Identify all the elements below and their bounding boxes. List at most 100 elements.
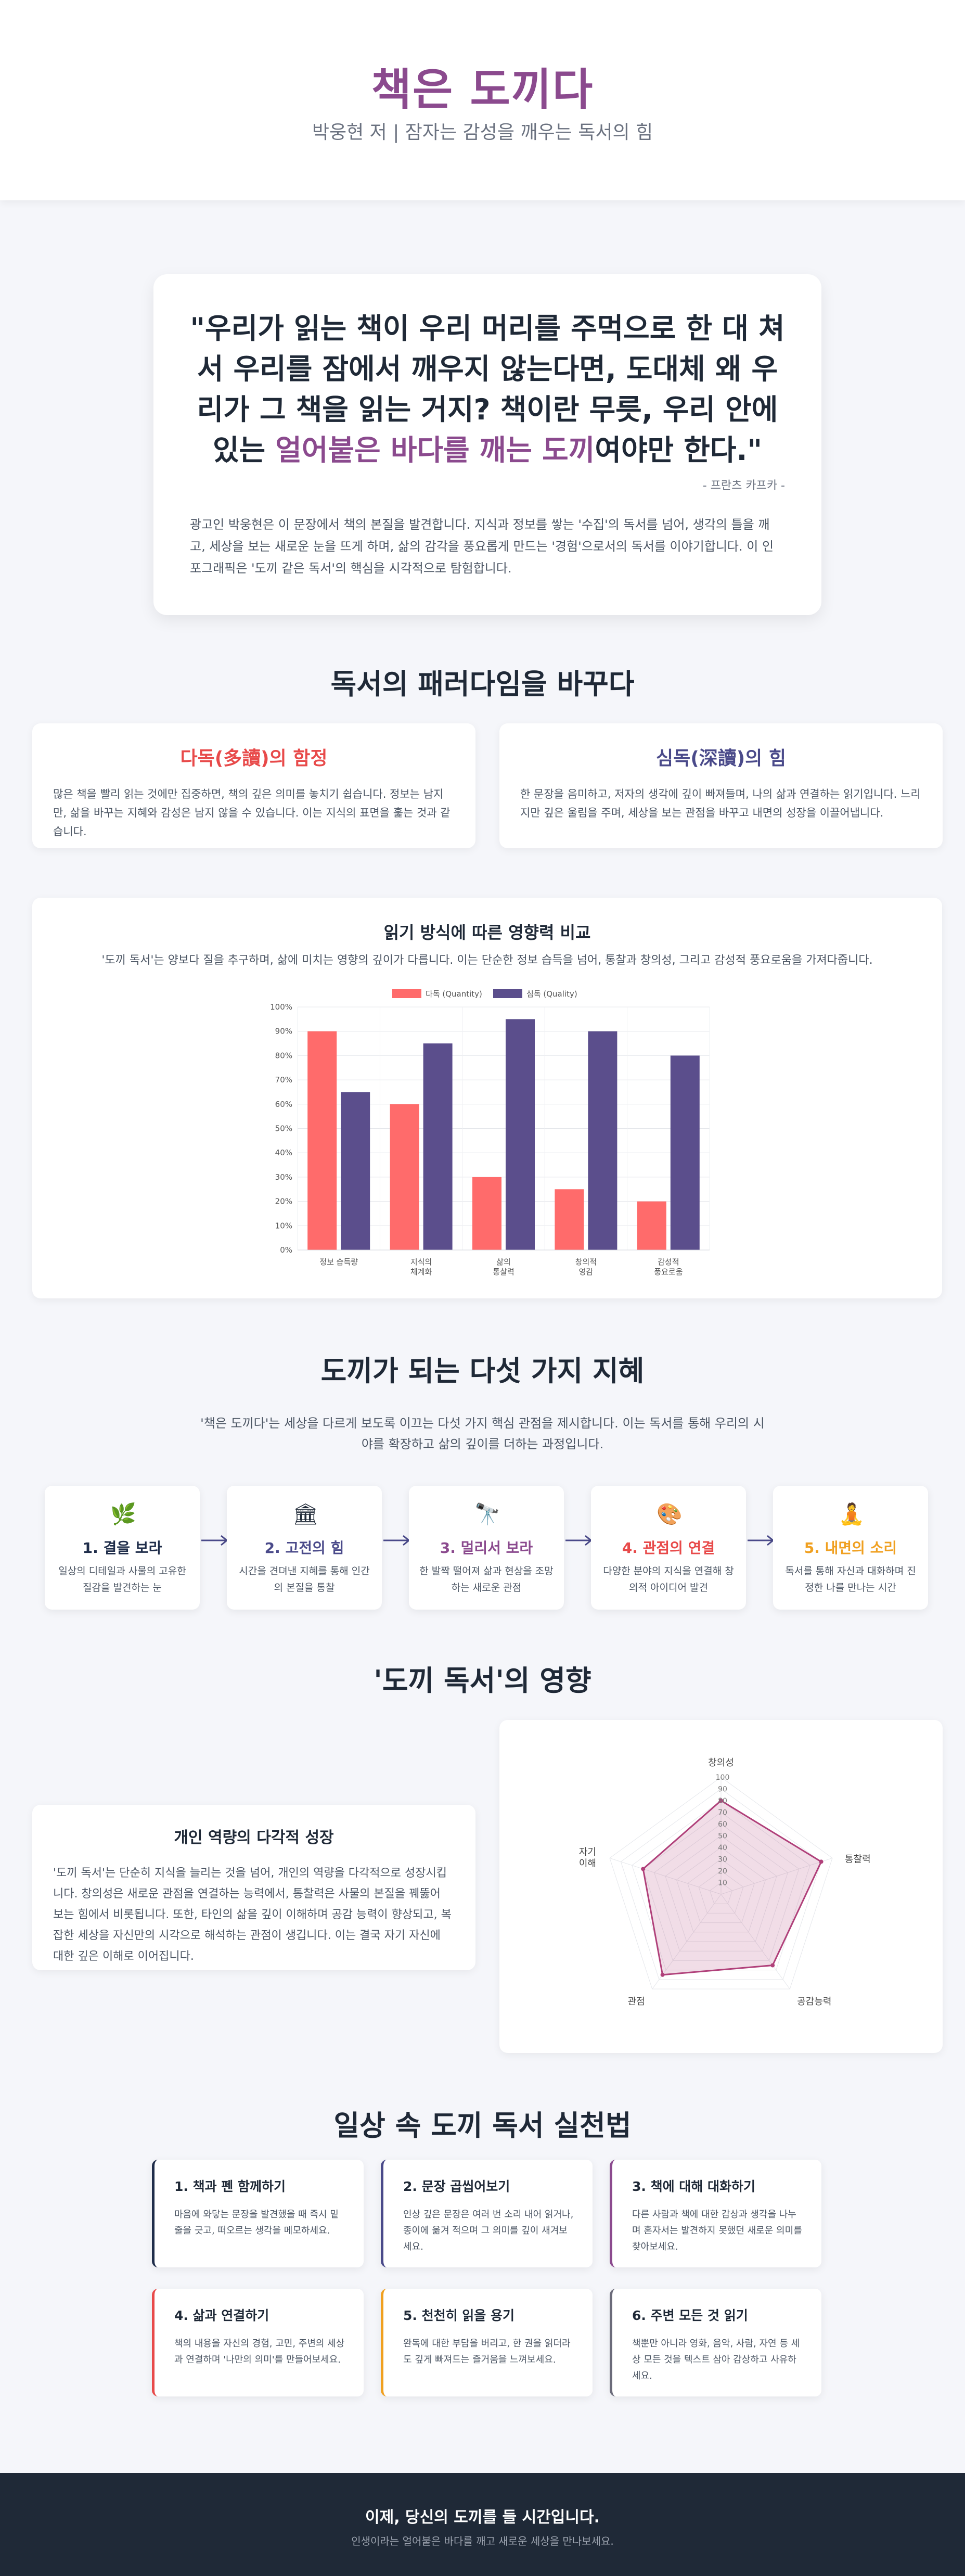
radar-ring [620, 1788, 822, 1980]
wisdom-step-title: 3. 멀리서 보라 [440, 1539, 533, 1557]
chart-card: 읽기 방식에 따른 영향력 비교 '도끼 독서'는 양보다 질을 추구하며, 삶… [32, 898, 942, 1298]
wisdom-step-text: 독서를 통해 자신과 대화하며 진정한 나를 만나는 시간 [785, 1565, 916, 1593]
radar-point [641, 1867, 646, 1871]
legend-label: 다독 (Quantity) [426, 989, 482, 999]
bar-quantity [637, 1201, 666, 1250]
practice-card-title: 5. 천천히 읽을 용기 [403, 2308, 515, 2323]
page-title: 책은 도끼다 [371, 64, 594, 115]
quote-text: "우리가 읽는 책이 우리 머리를 주먹으로 한 대 쳐서 우리를 잠에서 깨우… [190, 308, 785, 470]
legend-label: 심독 (Quality) [526, 989, 577, 999]
practice-card: 4. 삶과 연결하기 책의 내용을 자신의 경험, 고민, 주변의 세상과 연결하… [152, 2289, 364, 2396]
y-tick-label: 60% [275, 1100, 292, 1109]
practice-card-text: 마음에 와닿는 문장을 발견했을 때 즉시 밑줄을 긋고, 떠오르는 생각을 메… [174, 2209, 339, 2236]
y-tick-label: 0% [280, 1245, 292, 1255]
wisdom-step-text: 한 발짝 떨어져 삶과 현상을 조망하는 새로운 관점 [419, 1565, 554, 1593]
arrow-right-icon [383, 1535, 410, 1546]
practice-card-text: 인상 깊은 문장은 여러 번 소리 내어 읽거나, 종이에 옮겨 적으며 그 의… [403, 2209, 574, 2252]
bar-quality [588, 1031, 617, 1250]
radar-ring [710, 1882, 732, 1904]
radar-spoke [609, 1857, 722, 1895]
page-subtitle: 박웅현 저 | 잠자는 감성을 깨우는 독서의 힘 [312, 122, 653, 143]
practice-card-title: 2. 문장 곱씹어보기 [403, 2179, 510, 2194]
paradigm-card-text: 한 문장을 음미하고, 저자의 생각에 깊이 빠져들며, 나의 삶과 연결하는 … [520, 788, 921, 819]
classical-building-icon: 🏛 [292, 1502, 319, 1526]
radar-ring [609, 1777, 833, 1990]
paradigm-card-text: 많은 책을 빨리 읽는 것에만 집중하면, 책의 깊은 의미를 놓치기 쉽습니다… [53, 788, 451, 838]
legend-swatch [493, 989, 522, 998]
radar-spoke [720, 1894, 790, 1990]
wisdom-title: 도끼가 되는 다섯 가지 지혜 [320, 1355, 645, 1387]
arrow-right-icon [748, 1535, 775, 1546]
wisdom-step-title: 2. 고전의 힘 [264, 1539, 344, 1557]
y-tick-label: 80% [275, 1051, 292, 1060]
palette-icon: 🎨 [657, 1502, 683, 1526]
telescope-icon: 🔭 [474, 1502, 500, 1526]
x-tick-label: 정보 습득량 [319, 1257, 358, 1267]
quote-card: "우리가 읽는 책이 우리 머리를 주먹으로 한 대 쳐서 우리를 잠에서 깨우… [153, 274, 821, 615]
radar-card: 10 20 30 40 50 60 70 80 90 100 창의성 통찰력 공감능력 관점 자기 이해 [499, 1720, 943, 2053]
y-tick-label: 90% [275, 1027, 292, 1036]
radar-axis-label: 창의성 [708, 1757, 734, 1768]
radar-point [660, 1972, 665, 1977]
practice-title: 일상 속 도끼 독서 실천법 [333, 2109, 632, 2142]
radar-tick-label: 70 [718, 1809, 727, 1817]
radar-axis-label: 공감능력 [797, 1996, 831, 2007]
wisdom-step-card: 🎨 4. 관점의 연결 다양한 분야의 지식을 연결해 창의적 아이디어 발견 [591, 1486, 746, 1610]
bar-quantity [555, 1189, 584, 1250]
y-tick-label: 30% [275, 1172, 292, 1182]
bar-quantity [390, 1104, 419, 1250]
radar-ring [687, 1858, 755, 1923]
x-tick-label: 창의적 영감 [575, 1257, 597, 1277]
footer-subtitle: 인생이라는 얼어붙은 바다를 깨고 새로운 세상을 만나보세요. [351, 2535, 614, 2547]
radar-point [770, 1963, 775, 1968]
radar-tick-label: 100 [716, 1774, 730, 1782]
practice-card-text: 책뿐만 아니라 영화, 음악, 사람, 자연 등 세상 모든 것을 텍스트 삼아… [632, 2338, 800, 2381]
paradigm-title: 독서의 패러다임을 바꾸다 [330, 668, 635, 700]
quote-text-end: 여야만 한다." [595, 433, 763, 467]
y-tick-label: 70% [275, 1075, 292, 1085]
radar-ring [676, 1847, 766, 1933]
y-tick-label: 40% [275, 1148, 292, 1157]
page-footer: 이제, 당신의 도끼를 들 시간입니다. 인생이라는 얼어붙은 바다를 깨고 새… [0, 2473, 965, 2576]
x-tick-label: 지식의 체계화 [410, 1257, 432, 1277]
radar-point [719, 1799, 723, 1803]
wisdom-step-title: 4. 관점의 연결 [622, 1539, 715, 1557]
radar-tick-label: 20 [718, 1867, 727, 1876]
practice-card-title: 3. 책에 대해 대화하기 [632, 2179, 756, 2194]
sprout-icon: 🌿 [110, 1502, 136, 1526]
radar-tick-label: 10 [718, 1879, 727, 1888]
quote-highlight: 얼어붙은 바다를 깨는 도끼 [275, 433, 595, 467]
practice-card-title: 6. 주변 모든 것 읽기 [632, 2308, 748, 2323]
y-tick-label: 20% [275, 1197, 292, 1206]
y-tick-label: 50% [275, 1124, 292, 1133]
bar-quality [423, 1043, 453, 1250]
impact-card-text: '도끼 독서'는 단순히 지식을 늘리는 것을 넘어, 개인의 역량을 다각적으… [53, 1867, 452, 1963]
radar-ring [654, 1823, 788, 1952]
radar-ring [698, 1870, 744, 1914]
practice-card: 1. 책과 펜 함께하기 마음에 와닿는 문장을 발견했을 때 즉시 밑줄을 긋고… [152, 2160, 364, 2267]
radar-tick-label: 30 [718, 1856, 727, 1864]
practice-card: 3. 책에 대해 대화하기 다른 사람과 책에 대한 감상과 생각을 나누며 혼자… [610, 2160, 821, 2267]
footer-title: 이제, 당신의 도끼를 들 시간입니다. [365, 2508, 600, 2527]
arrow-right-icon [565, 1535, 593, 1546]
radar-tick-label: 60 [718, 1820, 727, 1829]
chart-title: 읽기 방식에 따른 영향력 비교 [383, 923, 591, 942]
radar-tick-label: 50 [718, 1832, 727, 1841]
paradigm-card-quality: 심독(深讀)의 힘 한 문장을 음미하고, 저자의 생각에 깊이 빠져들며, 나… [499, 723, 943, 848]
radar-ring [642, 1812, 800, 1961]
wisdom-step-card: 🧘 5. 내면의 소리 독서를 통해 자신과 대화하며 진정한 나를 만나는 시간 [773, 1486, 928, 1610]
bar-quantity [307, 1031, 337, 1250]
meditation-icon: 🧘 [839, 1502, 865, 1526]
quote-author: - 프란츠 카프카 - [702, 479, 785, 492]
wisdom-step-card: 🏛 2. 고전의 힘 시간을 견뎌낸 지혜를 통해 인간의 본질을 통찰 [227, 1486, 382, 1610]
page-header: 책은 도끼다 박웅현 저 | 잠자는 감성을 깨우는 독서의 힘 [0, 0, 965, 200]
quote-text-start: "우리가 읽는 책이 우리 머리를 주먹으로 한 대 쳐서 우리를 잠에서 깨우… [190, 312, 785, 467]
practice-card-text: 책의 내용을 자신의 경험, 고민, 주변의 세상과 연결하며 '나만의 의미'… [174, 2338, 345, 2365]
bar-quality [670, 1055, 700, 1250]
radar-tick-label: 80 [718, 1797, 727, 1805]
bar-quality [506, 1019, 535, 1250]
wisdom-step-card: 🌿 1. 결을 보라 일상의 디테일과 사물의 고유한 질감을 발견하는 눈 [45, 1486, 200, 1610]
